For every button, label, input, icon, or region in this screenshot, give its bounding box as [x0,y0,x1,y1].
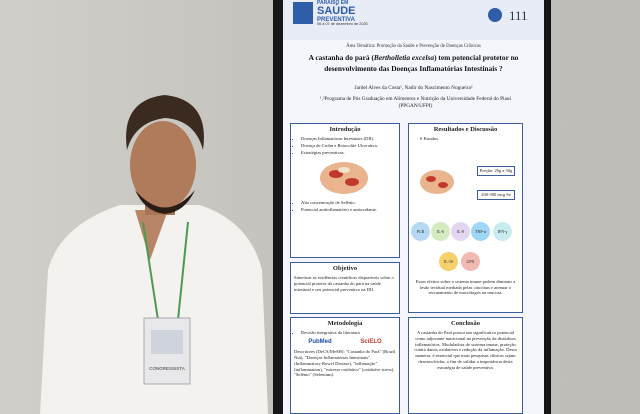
marker: IFN-γ [493,222,512,241]
heading: Objetivo [332,265,358,272]
heading: Metodologia [327,320,363,327]
logo [293,2,313,24]
nuts-image [420,170,454,194]
affiliation: ¹,²Programa de Pós Graduação em Alimento… [319,96,512,109]
bullet: Doença de Crohn e Retocolite Ulcerativa. [301,143,396,149]
poster: PARAÍSO EM SAÚDE PREVENTIVA 06 a 07 de d… [283,0,544,414]
objetivo: Objetivo Sintetizar as evidências cientí… [290,262,400,314]
metodologia: Metodologia Revisão integrativa da liter… [290,317,400,414]
logo-text: SciELO [360,338,382,345]
authors: Jardel Alves da Costa¹, Nadir do Nascime… [354,85,473,91]
list: Doenças Inflamatórias Intestinais (DII).… [294,136,396,155]
introducao: Introdução Doenças Inflamatórias Intesti… [290,123,400,258]
marker: TNF-α [471,222,490,241]
studies: 6 Estudos. [420,136,440,142]
logo-text: PubMed [308,338,332,345]
poster-title: A castanha do pará (Bertholletia excelsa… [291,53,536,74]
heading: Introdução [329,126,361,133]
marker: GPX [461,252,480,271]
heading: Conclusão [451,320,480,327]
heading: Resultados e Discussão [433,126,498,133]
logo [488,8,502,22]
logos: PubMed SciELO [294,339,396,347]
marker: IL-8 [451,222,470,241]
right-number: 111 [509,8,528,23]
event-name: PARAÍSO EM SAÚDE PREVENTIVA 06 a 07 de d… [317,1,368,27]
results-text: Esses efeitos sobre o sistema imune pode… [415,279,516,296]
title-part: Bertholletia excelsa [373,53,435,62]
text: Sintetizar as evidências científicas dis… [294,275,394,292]
title-part: A castanha do pará ( [308,53,374,62]
bullet: Estratégias preventivas. [301,150,396,156]
marker: IL-10 [439,252,458,271]
area: Área Temática: Promoção da Saúde e Preve… [346,44,481,49]
selenium: 200-300 mcg Se [477,190,515,200]
badge-text: CONGRESSISTA [149,366,184,371]
bullet: Alta concentração de Selênio. [301,200,396,206]
portion: Porção: 20g a 50g [477,166,515,176]
event-dates: 06 a 07 de dezembro de 2025 [317,22,368,26]
bullet: Potencial antiinflamatório e antioxidant… [301,207,396,213]
marker: IL-6 [431,222,450,241]
resultados: Resultados e Discussão 6 Estudos. Porção… [408,123,523,313]
poster-header [283,0,544,40]
title-part: ) tem potencial protetor no desenvolvime… [324,53,519,73]
event-line: PARAÍSO EM [317,0,349,6]
person: CONGRESSISTA [40,95,268,414]
nuts-image [320,162,368,195]
bullet: Revisão integrativa da literatura [301,330,396,336]
text: A castanha do Pará possui um significati… [414,330,517,370]
event-line: SAÚDE [317,5,356,17]
conclusao: Conclusão A castanha do Pará possui um s… [408,317,523,414]
event-line: PREVENTIVA [317,17,355,23]
bullet: Doenças Inflamatórias Intestinais (DII). [301,136,396,142]
marker: PCR [411,222,430,241]
list: Alta concentração de Selênio. Potencial … [294,200,396,212]
list: Revisão integrativa da literatura [294,330,396,336]
text: Descritores (DeCS/MeSH): "Castanha do Pa… [294,349,396,378]
